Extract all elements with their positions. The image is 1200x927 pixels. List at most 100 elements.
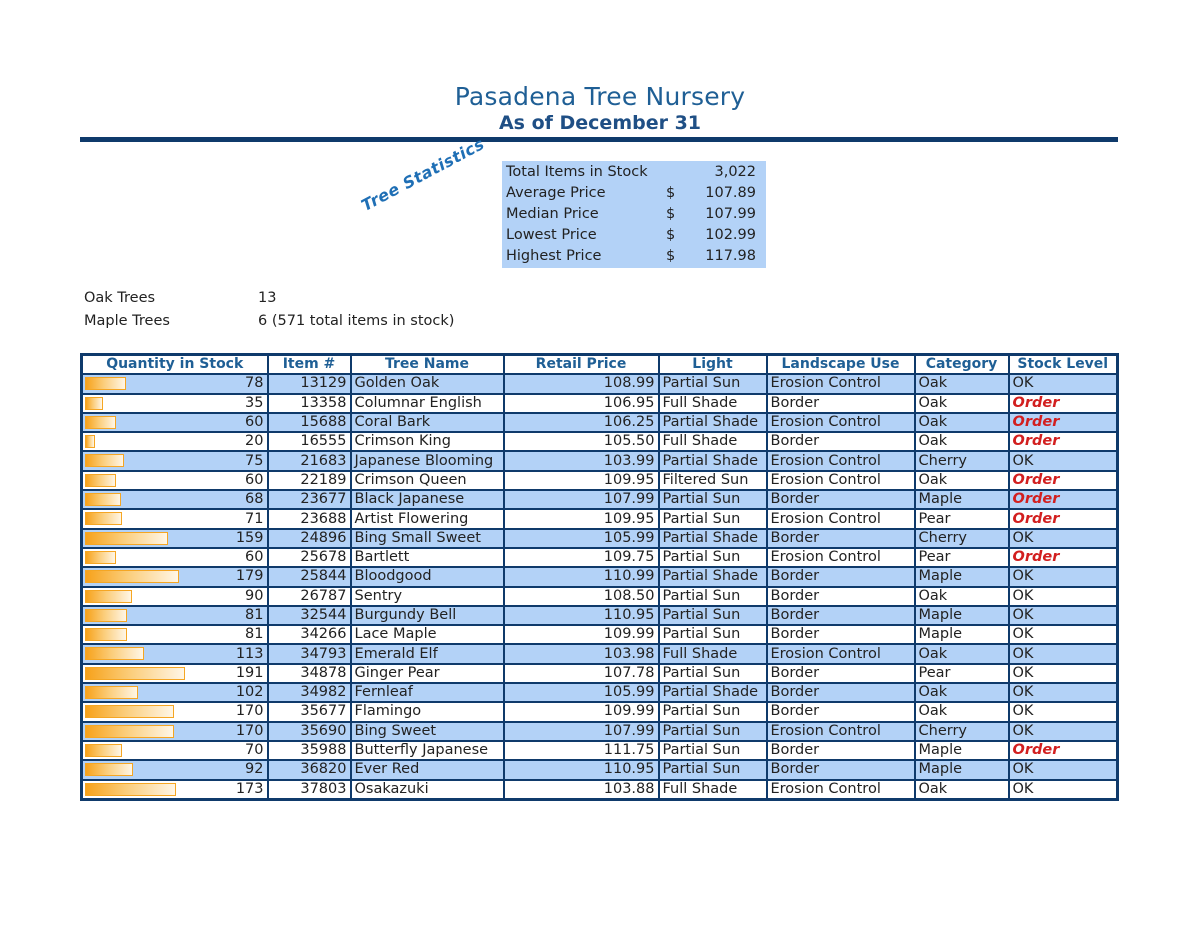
column-header-landscape-use[interactable]: Landscape Use (765, 353, 916, 376)
stock-level-cell[interactable]: OK (1007, 527, 1119, 549)
item-number-cell[interactable]: 13358 (266, 392, 352, 414)
landscape-use-cell[interactable]: Border (765, 527, 916, 549)
item-number-cell[interactable]: 21683 (266, 450, 352, 472)
tree-name-cell[interactable]: Bloodgood (349, 566, 505, 588)
light-cell[interactable]: Partial Sun (657, 662, 768, 685)
light-cell[interactable]: Partial Sun (657, 546, 768, 569)
light-cell[interactable]: Filtered Sun (657, 469, 768, 492)
category-cell[interactable]: Oak (913, 682, 1010, 704)
quantity-cell[interactable]: 78 (80, 373, 269, 395)
tree-name-cell[interactable]: Sentry (349, 585, 505, 607)
tree-name-cell[interactable]: Crimson King (349, 431, 505, 453)
quantity-cell[interactable]: 60 (80, 546, 269, 569)
tree-name-cell[interactable]: Flamingo (349, 701, 505, 723)
quantity-cell[interactable]: 179 (80, 566, 269, 588)
landscape-use-cell[interactable]: Erosion Control (765, 720, 916, 742)
retail-price-cell[interactable]: 107.99 (502, 489, 660, 511)
stock-level-cell[interactable]: Order (1007, 431, 1119, 453)
retail-price-cell[interactable]: 110.99 (502, 566, 660, 588)
retail-price-cell[interactable]: 107.78 (502, 662, 660, 685)
stock-level-cell[interactable]: OK (1007, 682, 1119, 704)
retail-price-cell[interactable]: 109.95 (502, 508, 660, 530)
tree-name-cell[interactable]: Fernleaf (349, 682, 505, 704)
item-number-cell[interactable]: 25678 (266, 546, 352, 569)
tree-name-cell[interactable]: Ever Red (349, 759, 505, 781)
tree-name-cell[interactable]: Golden Oak (349, 373, 505, 395)
light-cell[interactable]: Partial Sun (657, 701, 768, 723)
item-number-cell[interactable]: 22189 (266, 469, 352, 492)
retail-price-cell[interactable]: 103.99 (502, 450, 660, 472)
landscape-use-cell[interactable]: Border (765, 566, 916, 588)
retail-price-cell[interactable]: 110.95 (502, 604, 660, 627)
landscape-use-cell[interactable]: Border (765, 739, 916, 762)
light-cell[interactable]: Full Shade (657, 392, 768, 414)
retail-price-cell[interactable]: 111.75 (502, 739, 660, 762)
item-number-cell[interactable]: 23677 (266, 489, 352, 511)
item-number-cell[interactable]: 23688 (266, 508, 352, 530)
quantity-cell[interactable]: 159 (80, 527, 269, 549)
column-header-retail-price[interactable]: Retail Price (502, 353, 660, 376)
stock-level-cell[interactable]: Order (1007, 411, 1119, 434)
light-cell[interactable]: Partial Sun (657, 624, 768, 646)
landscape-use-cell[interactable]: Border (765, 624, 916, 646)
item-number-cell[interactable]: 35690 (266, 720, 352, 742)
quantity-cell[interactable]: 60 (80, 469, 269, 492)
item-number-cell[interactable]: 37803 (266, 778, 352, 801)
item-number-cell[interactable]: 34793 (266, 643, 352, 665)
stock-level-cell[interactable]: OK (1007, 778, 1119, 801)
retail-price-cell[interactable]: 103.98 (502, 643, 660, 665)
stock-level-cell[interactable]: Order (1007, 469, 1119, 492)
item-number-cell[interactable]: 24896 (266, 527, 352, 549)
tree-name-cell[interactable]: Artist Flowering (349, 508, 505, 530)
light-cell[interactable]: Partial Shade (657, 450, 768, 472)
light-cell[interactable]: Partial Shade (657, 411, 768, 434)
light-cell[interactable]: Full Shade (657, 778, 768, 801)
item-number-cell[interactable]: 15688 (266, 411, 352, 434)
column-header-light[interactable]: Light (657, 353, 768, 376)
retail-price-cell[interactable]: 106.95 (502, 392, 660, 414)
retail-price-cell[interactable]: 110.95 (502, 759, 660, 781)
landscape-use-cell[interactable]: Erosion Control (765, 411, 916, 434)
quantity-cell[interactable]: 68 (80, 489, 269, 511)
stock-level-cell[interactable]: OK (1007, 662, 1119, 685)
tree-name-cell[interactable]: Emerald Elf (349, 643, 505, 665)
quantity-cell[interactable]: 75 (80, 450, 269, 472)
light-cell[interactable]: Full Shade (657, 643, 768, 665)
quantity-cell[interactable]: 173 (80, 778, 269, 801)
light-cell[interactable]: Partial Shade (657, 682, 768, 704)
category-cell[interactable]: Maple (913, 489, 1010, 511)
tree-name-cell[interactable]: Butterfly Japanese (349, 739, 505, 762)
tree-name-cell[interactable]: Osakazuki (349, 778, 505, 801)
stock-level-cell[interactable]: OK (1007, 759, 1119, 781)
landscape-use-cell[interactable]: Erosion Control (765, 643, 916, 665)
landscape-use-cell[interactable]: Erosion Control (765, 546, 916, 569)
stock-level-cell[interactable]: OK (1007, 643, 1119, 665)
stock-level-cell[interactable]: OK (1007, 373, 1119, 395)
retail-price-cell[interactable]: 107.99 (502, 720, 660, 742)
category-cell[interactable]: Cherry (913, 720, 1010, 742)
quantity-cell[interactable]: 113 (80, 643, 269, 665)
quantity-cell[interactable]: 71 (80, 508, 269, 530)
retail-price-cell[interactable]: 109.75 (502, 546, 660, 569)
landscape-use-cell[interactable]: Erosion Control (765, 469, 916, 492)
light-cell[interactable]: Full Shade (657, 431, 768, 453)
light-cell[interactable]: Partial Sun (657, 585, 768, 607)
quantity-cell[interactable]: 170 (80, 720, 269, 742)
category-cell[interactable]: Cherry (913, 527, 1010, 549)
category-cell[interactable]: Oak (913, 431, 1010, 453)
landscape-use-cell[interactable]: Border (765, 489, 916, 511)
category-cell[interactable]: Maple (913, 566, 1010, 588)
retail-price-cell[interactable]: 108.99 (502, 373, 660, 395)
tree-name-cell[interactable]: Black Japanese (349, 489, 505, 511)
quantity-cell[interactable]: 60 (80, 411, 269, 434)
item-number-cell[interactable]: 16555 (266, 431, 352, 453)
tree-name-cell[interactable]: Japanese Blooming (349, 450, 505, 472)
column-header-category[interactable]: Category (913, 353, 1010, 376)
stock-level-cell[interactable]: OK (1007, 720, 1119, 742)
landscape-use-cell[interactable]: Erosion Control (765, 373, 916, 395)
item-number-cell[interactable]: 25844 (266, 566, 352, 588)
item-number-cell[interactable]: 35677 (266, 701, 352, 723)
landscape-use-cell[interactable]: Border (765, 759, 916, 781)
category-cell[interactable]: Oak (913, 643, 1010, 665)
quantity-cell[interactable]: 170 (80, 701, 269, 723)
